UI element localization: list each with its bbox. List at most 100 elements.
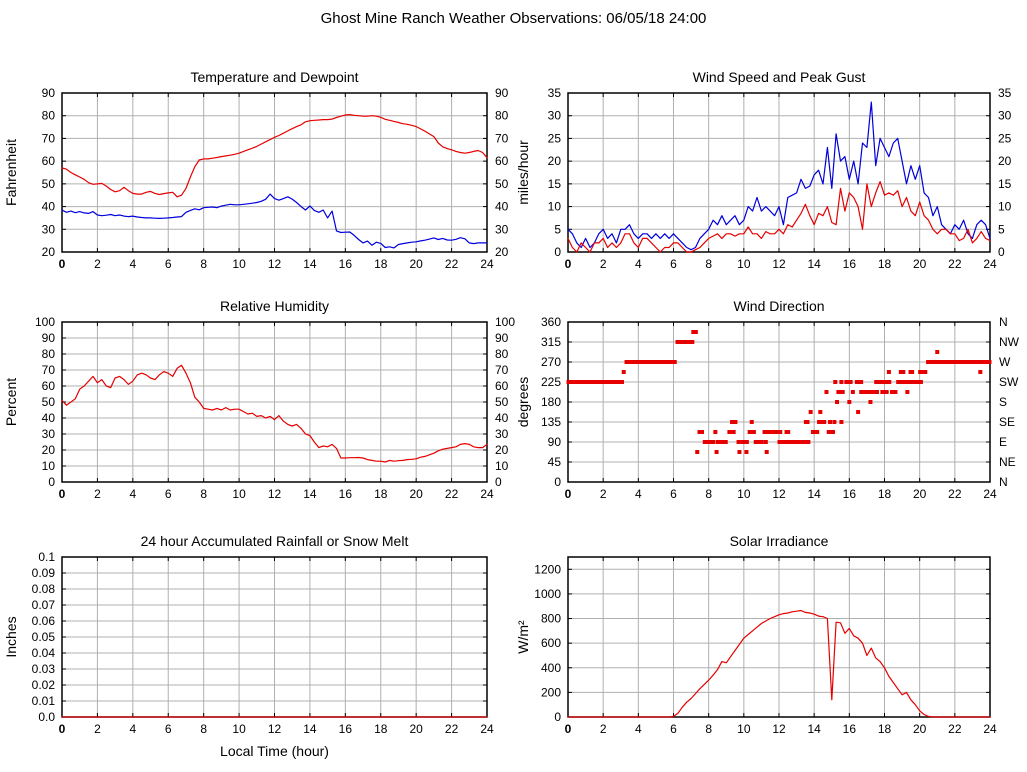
svg-text:Temperature and Dewpoint: Temperature and Dewpoint [190,69,358,85]
svg-text:50: 50 [495,395,509,409]
svg-text:2: 2 [94,257,101,271]
svg-text:0: 0 [495,475,502,489]
svg-text:16: 16 [843,487,857,501]
svg-text:200: 200 [541,685,561,699]
svg-text:0.0: 0.0 [38,710,55,724]
svg-text:90: 90 [495,331,509,345]
svg-text:20: 20 [913,722,927,736]
svg-text:30: 30 [495,222,509,236]
svg-text:8: 8 [200,487,207,501]
svg-text:80: 80 [495,347,509,361]
svg-text:8: 8 [705,487,712,501]
svg-text:24 hour Accumulated Rainfall o: 24 hour Accumulated Rainfall or Snow Mel… [141,533,409,549]
svg-text:90: 90 [495,86,509,100]
svg-text:60: 60 [495,379,509,393]
svg-text:0: 0 [59,722,66,736]
svg-text:4: 4 [129,722,136,736]
svg-text:12: 12 [268,722,282,736]
svg-text:20: 20 [409,722,423,736]
svg-text:miles/hour: miles/hour [515,140,531,205]
svg-text:24: 24 [983,487,997,501]
svg-text:SE: SE [999,415,1015,429]
svg-text:30: 30 [548,109,562,123]
svg-text:Percent: Percent [3,378,19,426]
svg-text:100: 100 [495,315,515,329]
svg-text:12: 12 [772,257,786,271]
svg-text:60: 60 [495,154,509,168]
svg-text:Wind Direction: Wind Direction [733,298,824,314]
svg-text:2: 2 [94,722,101,736]
svg-text:NE: NE [999,455,1016,469]
svg-text:270: 270 [541,355,561,369]
svg-text:E: E [999,435,1007,449]
svg-text:70: 70 [42,131,56,145]
svg-text:0: 0 [59,487,66,501]
svg-text:12: 12 [268,487,282,501]
svg-text:100: 100 [35,315,55,329]
svg-text:40: 40 [495,411,509,425]
svg-text:0.02: 0.02 [32,678,56,692]
svg-text:0: 0 [565,487,572,501]
chart-wind-direction: 0 2 4 6 8 10 12 14 16 18 20 22 240459013518022527031… [515,298,1020,501]
svg-text:Solar Irradiance: Solar Irradiance [730,533,829,549]
svg-text:800: 800 [541,612,561,626]
svg-text:18: 18 [878,257,892,271]
svg-text:10: 10 [232,257,246,271]
svg-text:315: 315 [541,335,561,349]
svg-text:80: 80 [42,109,56,123]
svg-text:14: 14 [303,257,317,271]
svg-text:N: N [999,475,1008,489]
svg-text:6: 6 [165,257,172,271]
svg-text:6: 6 [670,722,677,736]
svg-text:0: 0 [48,475,55,489]
svg-text:16: 16 [843,257,857,271]
svg-text:4: 4 [635,257,642,271]
svg-text:0: 0 [565,722,572,736]
svg-text:4: 4 [635,487,642,501]
svg-text:50: 50 [42,177,56,191]
svg-text:14: 14 [303,487,317,501]
svg-text:18: 18 [878,722,892,736]
svg-text:10: 10 [737,487,751,501]
page-title: Ghost Mine Ranch Weather Observations: 0… [320,10,707,27]
svg-text:360: 360 [541,315,561,329]
svg-text:22: 22 [948,487,962,501]
svg-text:8: 8 [200,257,207,271]
svg-text:NW: NW [999,335,1020,349]
svg-text:90: 90 [42,86,56,100]
svg-text:0.05: 0.05 [32,630,56,644]
svg-text:80: 80 [42,347,56,361]
svg-text:10: 10 [42,459,56,473]
svg-text:Relative Humidity: Relative Humidity [220,298,329,314]
svg-text:5: 5 [998,222,1005,236]
svg-text:50: 50 [42,395,56,409]
svg-text:2: 2 [600,722,607,736]
svg-text:20: 20 [998,154,1012,168]
svg-text:18: 18 [374,722,388,736]
svg-text:135: 135 [541,415,561,429]
svg-text:16: 16 [339,257,353,271]
svg-text:24: 24 [480,487,494,501]
svg-text:24: 24 [480,257,494,271]
svg-text:40: 40 [495,200,509,214]
svg-text:70: 70 [42,363,56,377]
svg-text:12: 12 [772,722,786,736]
svg-text:1000: 1000 [534,587,561,601]
svg-text:0.1: 0.1 [38,550,55,564]
svg-text:6: 6 [670,257,677,271]
svg-text:80: 80 [495,109,509,123]
svg-text:20: 20 [409,257,423,271]
svg-text:15: 15 [548,177,562,191]
svg-text:15: 15 [998,177,1012,191]
svg-text:8: 8 [705,722,712,736]
svg-text:0: 0 [565,257,572,271]
svg-text:4: 4 [129,257,136,271]
svg-text:30: 30 [42,427,56,441]
svg-text:20: 20 [548,154,562,168]
svg-text:20: 20 [495,245,509,259]
svg-text:90: 90 [548,435,562,449]
svg-text:25: 25 [548,131,562,145]
